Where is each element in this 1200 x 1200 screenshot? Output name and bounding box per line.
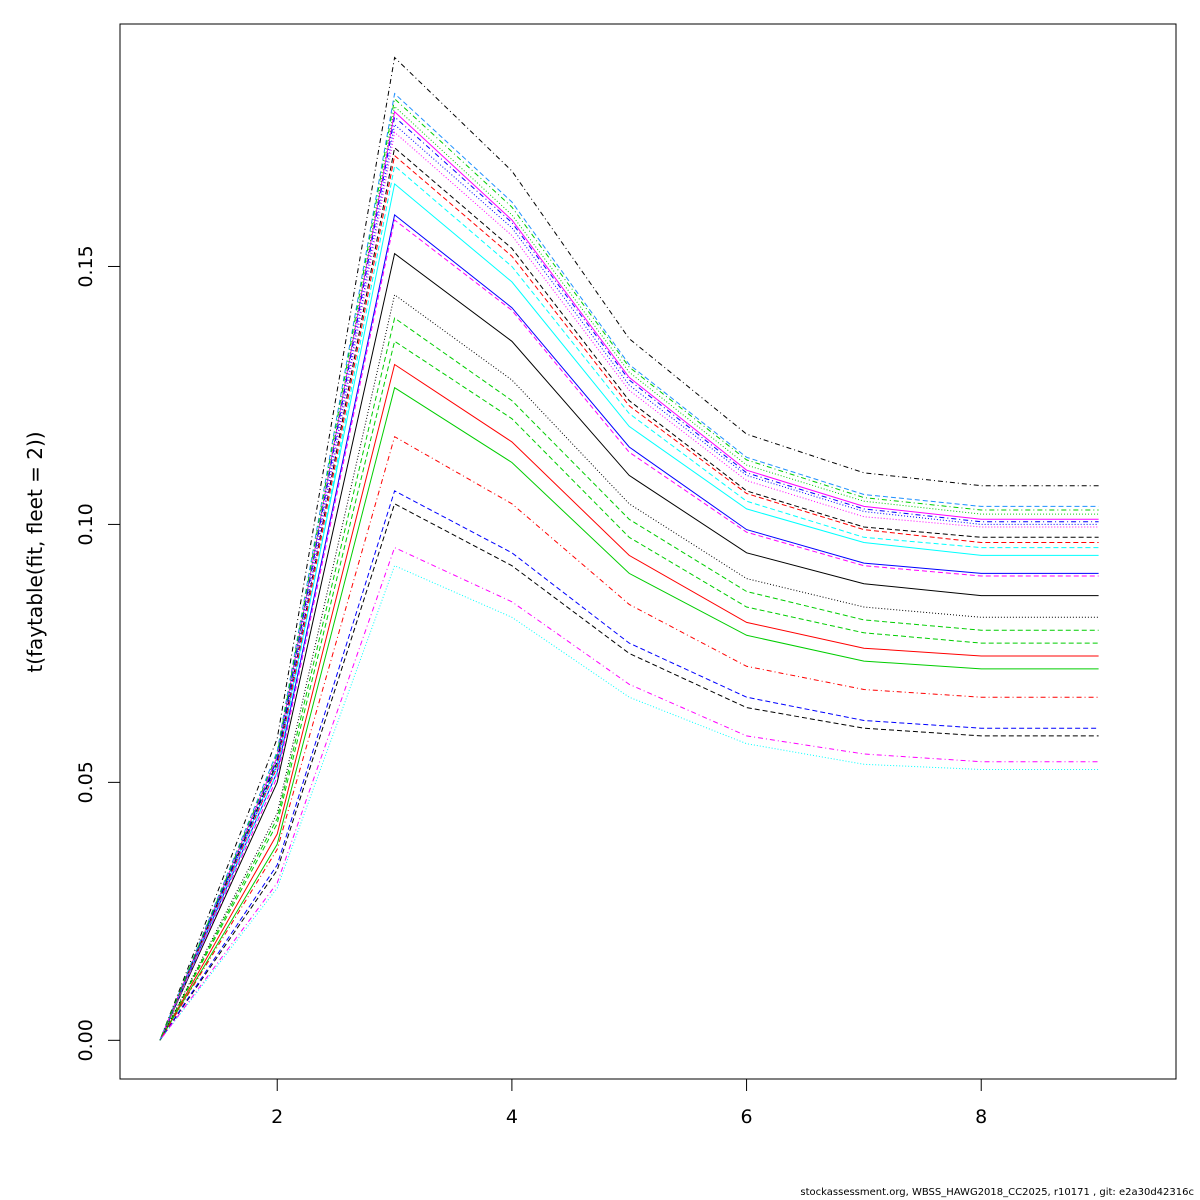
series-line-3 xyxy=(159,386,1099,1041)
series-line-9 xyxy=(159,317,1099,1041)
series-line-19 xyxy=(159,123,1099,1041)
y-tick-label: 0.00 xyxy=(75,1019,97,1061)
series-line-22 xyxy=(159,546,1099,1041)
series-line-4 xyxy=(159,214,1099,1041)
x-axis: 2 4 6 8 xyxy=(271,1078,987,1128)
series-line-13 xyxy=(159,146,1099,1041)
x-tick-label: 2 xyxy=(271,1106,283,1128)
plot-frame xyxy=(119,23,1177,1080)
x-tick-label: 6 xyxy=(741,1106,753,1128)
x-tick-label: 8 xyxy=(975,1106,987,1128)
series-line-17 xyxy=(159,565,1099,1041)
series-line-15 xyxy=(159,92,1099,1041)
series-line-2 xyxy=(159,363,1099,1041)
footer-caption: stockassessment.org, WBSS_HAWG2018_CC202… xyxy=(800,1187,1194,1198)
series-line-7 xyxy=(159,503,1099,1041)
series-line-1 xyxy=(159,252,1099,1041)
series-line-23 xyxy=(159,56,1099,1041)
series-line-18 xyxy=(159,105,1099,1041)
series-line-16 xyxy=(159,293,1099,1041)
series-line-24 xyxy=(159,115,1099,1041)
series-line-11 xyxy=(159,219,1099,1041)
series-line-25 xyxy=(159,97,1099,1041)
y-axis: 0.00 0.05 0.10 0.15 xyxy=(75,245,121,1061)
series-line-8 xyxy=(159,490,1099,1041)
series-line-10 xyxy=(159,340,1099,1041)
y-tick-label: 0.15 xyxy=(75,245,97,287)
series-line-14 xyxy=(159,154,1099,1041)
x-tick-label: 4 xyxy=(506,1106,518,1128)
y-axis-title: t(faytable(fit, fleet = 2)) xyxy=(23,431,47,672)
series-line-12 xyxy=(159,164,1099,1041)
y-tick-label: 0.10 xyxy=(75,503,97,545)
series-line-21 xyxy=(159,435,1099,1041)
series-line-20 xyxy=(159,131,1099,1041)
series-line-6 xyxy=(159,110,1099,1041)
y-tick-label: 0.05 xyxy=(75,761,97,803)
series-line-5 xyxy=(159,182,1099,1041)
series-layer xyxy=(159,56,1099,1041)
